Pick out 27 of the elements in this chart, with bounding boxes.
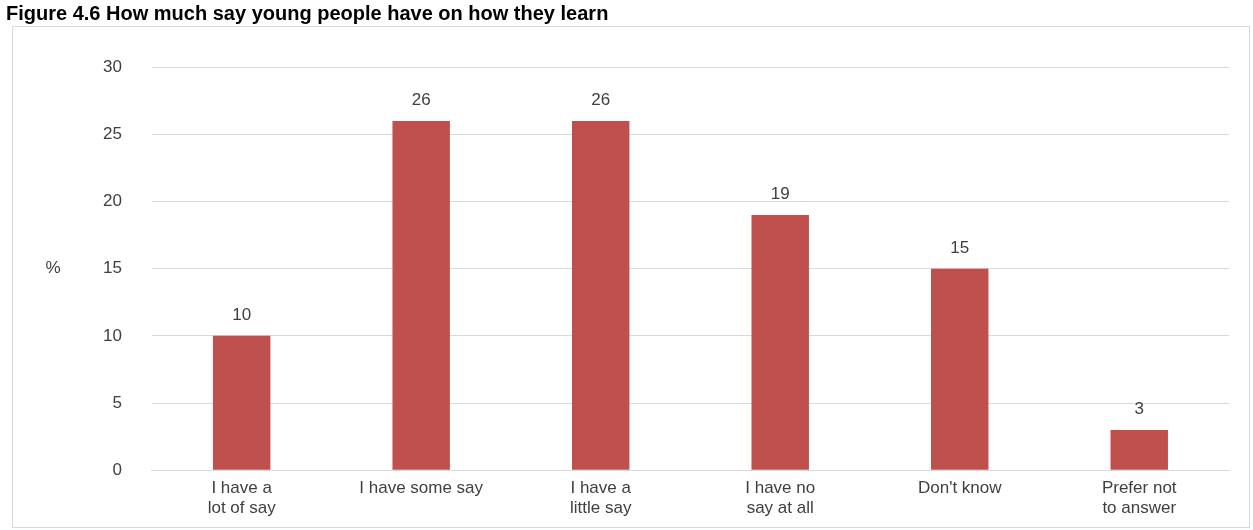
x-tick-label: I have a lot of say — [207, 478, 277, 518]
x-tick-label: I have a little say — [569, 478, 632, 518]
x-tick-label: Prefer not to answer — [1101, 478, 1177, 518]
data-label: 19 — [770, 184, 790, 204]
x-tick-label: I have some say — [359, 478, 484, 498]
data-label: 10 — [232, 305, 252, 325]
bar — [1110, 429, 1168, 470]
bar — [212, 335, 271, 470]
x-tick-label: I have no say at all — [745, 478, 816, 518]
y-tick-label: 25 — [102, 124, 122, 144]
bar — [392, 120, 450, 470]
chart-title: Figure 4.6 How much say young people have on how they learn — [5, 1, 610, 26]
bar — [571, 120, 630, 470]
y-tick-label: 20 — [102, 191, 122, 211]
data-label: 26 — [591, 90, 611, 110]
y-axis-title: % — [45, 258, 61, 278]
data-label: 3 — [1134, 399, 1144, 419]
y-tick-label: 10 — [102, 325, 122, 345]
y-tick-label: 5 — [112, 392, 122, 412]
bar — [751, 214, 809, 470]
data-label: 26 — [411, 90, 431, 110]
x-tick-label: Don't know — [917, 478, 1003, 498]
bar — [931, 268, 989, 470]
y-tick-label: 0 — [112, 459, 122, 479]
data-label: 15 — [950, 237, 970, 257]
y-tick-label: 30 — [102, 56, 122, 76]
y-tick-label: 15 — [102, 258, 122, 278]
